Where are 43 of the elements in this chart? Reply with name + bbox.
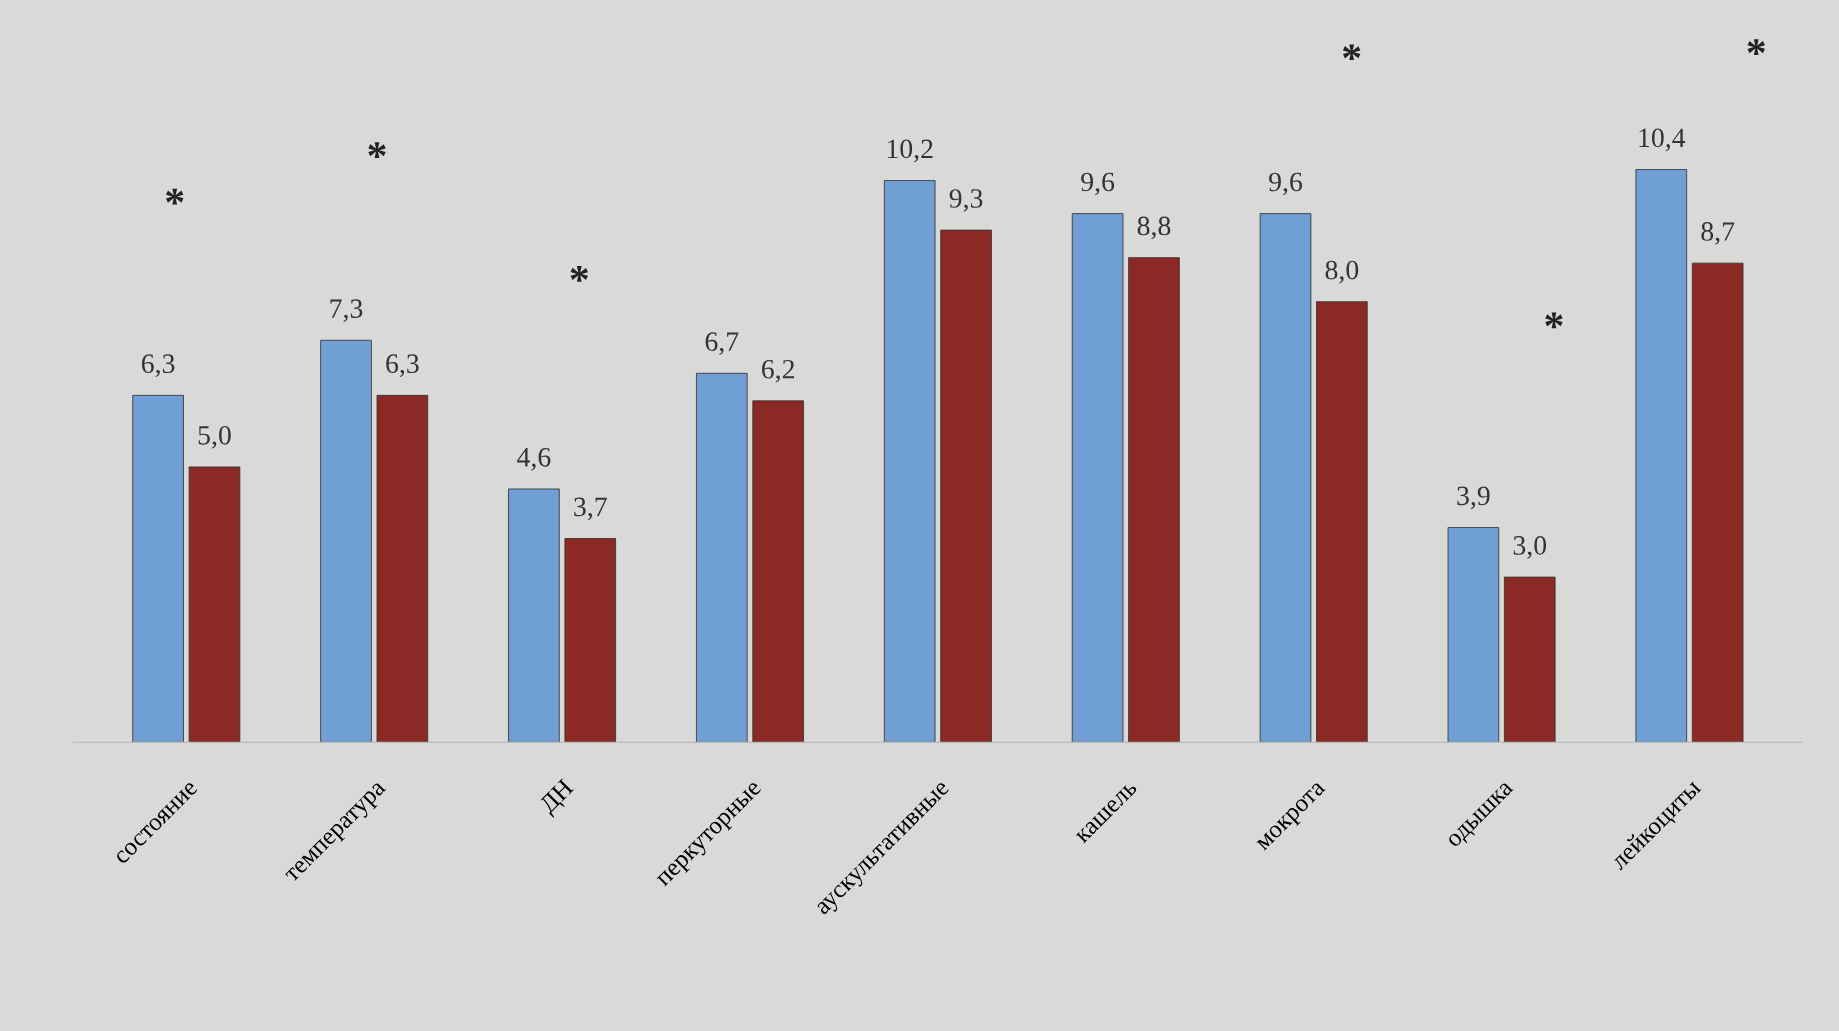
data-label: 9,3 — [949, 189, 983, 212]
data-label: 9,6 — [1269, 172, 1303, 196]
bar — [564, 538, 617, 743]
bar — [1635, 169, 1688, 743]
text: * — [1342, 44, 1361, 61]
annotation: * — [1545, 312, 1563, 329]
data-label: 8,8 — [1137, 216, 1171, 240]
bar — [1316, 301, 1368, 743]
bar — [1259, 213, 1312, 743]
data-label: 9,6 — [1081, 172, 1115, 196]
annotation: * — [166, 188, 184, 205]
data-label: 5,0 — [198, 425, 231, 449]
data-label: 7,3 — [330, 299, 363, 322]
text: * — [1747, 39, 1765, 55]
data-label: 8,0 — [1325, 260, 1359, 284]
data-label: 3,7 — [574, 497, 607, 521]
bar — [752, 400, 804, 743]
data-label: 4,6 — [517, 448, 551, 471]
data-label: 6,3 — [386, 354, 419, 378]
text: * — [368, 142, 386, 159]
bar — [696, 372, 748, 743]
bar — [320, 339, 372, 743]
bar — [1128, 257, 1180, 743]
data-label: 6,3 — [141, 354, 175, 378]
bar — [508, 488, 560, 743]
bar — [1691, 262, 1744, 743]
bar — [1071, 213, 1124, 743]
data-label: 8,7 — [1701, 222, 1735, 245]
annotation: * — [570, 266, 588, 282]
bar — [132, 394, 184, 743]
bar — [1447, 527, 1500, 743]
data-label: 3,0 — [1513, 536, 1547, 559]
bar — [883, 180, 936, 743]
x-tick-label: ДН — [538, 778, 578, 818]
bar — [1503, 576, 1556, 743]
data-label: 10,2 — [887, 139, 933, 163]
bar — [376, 394, 429, 743]
data-label: 6,7 — [705, 332, 739, 356]
bar — [188, 466, 241, 743]
bar — [940, 229, 992, 743]
data-label: 10,4 — [1639, 128, 1686, 152]
data-label: 3,9 — [1457, 486, 1490, 510]
data-label: 6,2 — [762, 359, 795, 383]
